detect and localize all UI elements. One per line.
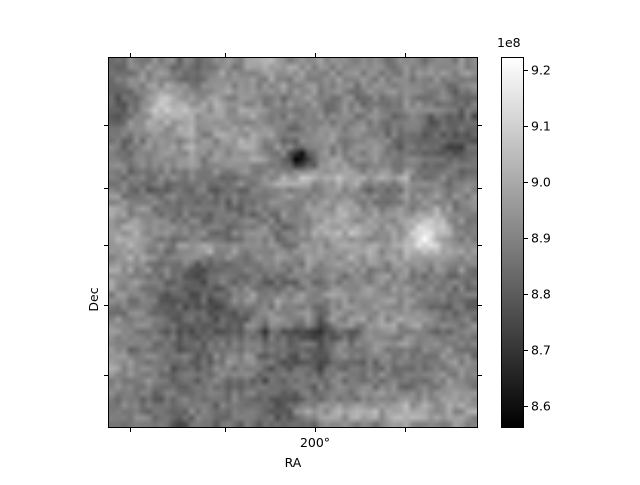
x-tick-bottom (405, 428, 407, 432)
x-tick-top (315, 53, 317, 57)
colorbar-tick (524, 126, 528, 127)
x-tick-top (130, 53, 132, 57)
colorbar-tick-label: 8.6 (531, 398, 551, 414)
colorbar-tick (524, 238, 528, 239)
colorbar-offset-text: 1e8 (497, 35, 521, 50)
colorbar-gradient (502, 58, 523, 427)
y-tick-right (478, 375, 482, 377)
y-tick-left (104, 305, 108, 307)
colorbar-tick-label: 9.1 (531, 118, 551, 134)
y-tick-left (104, 125, 108, 127)
sky-heatmap-image (109, 58, 477, 427)
colorbar-axes (501, 57, 524, 428)
colorbar-tick-label: 8.7 (531, 342, 551, 358)
colorbar-tick (524, 406, 528, 407)
y-tick-right (478, 125, 482, 127)
y-axis-label: Dec (86, 287, 101, 312)
x-tick-label: 200° (299, 435, 331, 450)
sky-image-axes (108, 57, 478, 428)
colorbar-tick-label: 8.9 (531, 230, 551, 246)
y-tick-right (478, 305, 482, 307)
y-tick-right (478, 245, 482, 247)
x-tick-bottom (130, 428, 132, 432)
x-tick-bottom (225, 428, 227, 432)
y-tick-left (104, 245, 108, 247)
colorbar-tick (524, 350, 528, 351)
colorbar-tick-label: 8.8 (531, 286, 551, 302)
colorbar-tick (524, 70, 528, 71)
x-tick-bottom (315, 428, 317, 432)
x-tick-top (405, 53, 407, 57)
y-tick-left (104, 188, 108, 190)
colorbar-tick-label: 9.2 (531, 62, 551, 78)
x-tick-top (225, 53, 227, 57)
colorbar-tick (524, 182, 528, 183)
y-tick-left (104, 375, 108, 377)
y-tick-right (478, 188, 482, 190)
colorbar-tick-label: 9.0 (531, 174, 551, 190)
x-axis-label: RA (284, 455, 302, 470)
colorbar-tick (524, 294, 528, 295)
